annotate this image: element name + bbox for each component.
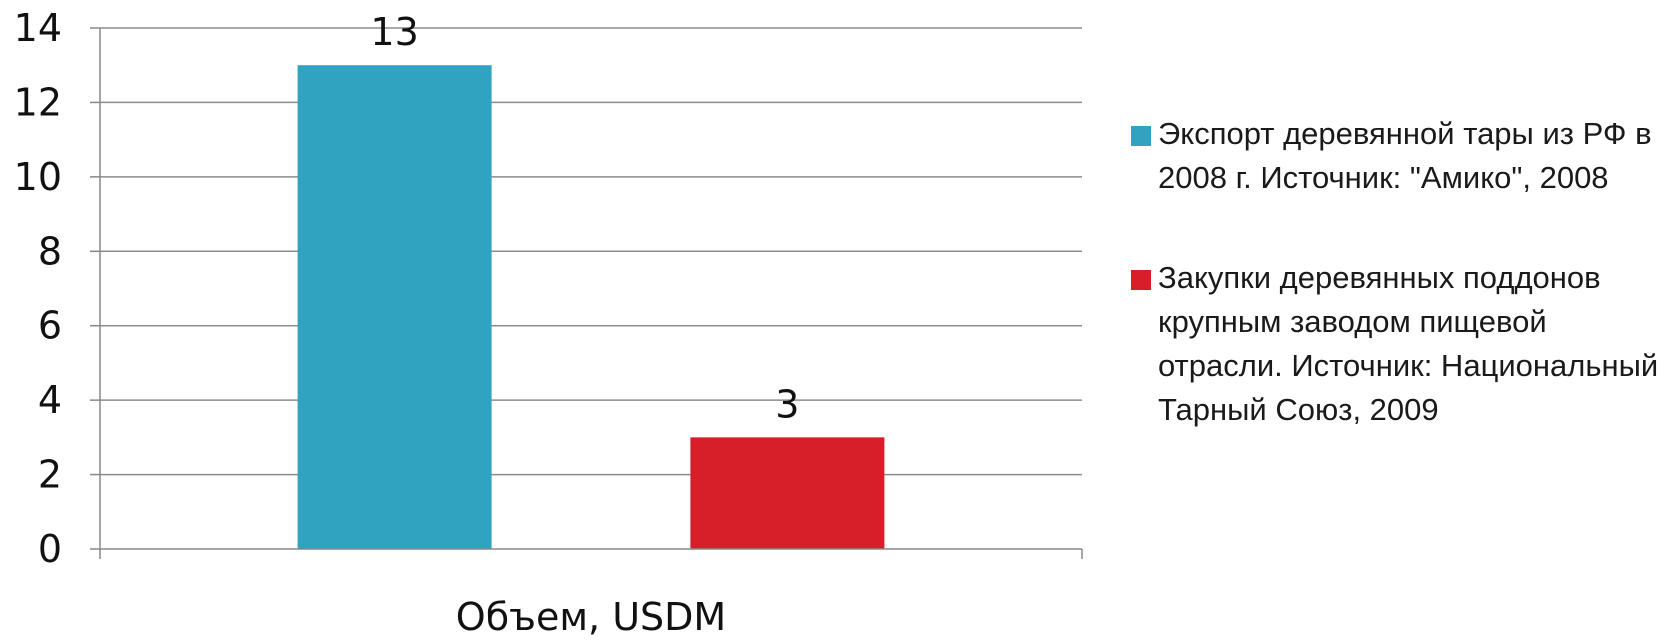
y-tick-label: 4 bbox=[38, 378, 62, 422]
y-tick-label: 8 bbox=[38, 229, 62, 273]
y-tick-label: 14 bbox=[14, 6, 62, 50]
legend-label-purchases: Закупки деревянных поддонов крупным заво… bbox=[1158, 260, 1659, 427]
legend-item-export: Экспорт деревянной тары из РФ в 2008 г. … bbox=[1128, 112, 1668, 200]
legend-item-purchases: Закупки деревянных поддонов крупным заво… bbox=[1128, 256, 1668, 432]
y-tick-label: 2 bbox=[38, 453, 62, 497]
legend-swatch-purchases bbox=[1131, 270, 1151, 290]
data-label-series-1: 13 bbox=[370, 10, 418, 54]
y-tick-label: 12 bbox=[14, 80, 62, 124]
bars bbox=[297, 65, 885, 549]
bar-series-1 bbox=[297, 65, 492, 549]
legend: Экспорт деревянной тары из РФ в 2008 г. … bbox=[1128, 112, 1668, 432]
y-tick-label: 10 bbox=[14, 155, 62, 199]
gridlines bbox=[100, 27, 1082, 476]
x-axis-category-label: Объем, USDM bbox=[456, 595, 726, 639]
legend-swatch-export bbox=[1131, 126, 1151, 146]
y-axis-ticks: 0 2 4 6 8 10 12 14 bbox=[14, 6, 100, 571]
data-label-series-2: 3 bbox=[775, 382, 799, 426]
bar-series-2 bbox=[690, 437, 885, 549]
legend-label-export: Экспорт деревянной тары из РФ в 2008 г. … bbox=[1158, 116, 1652, 195]
y-tick-label: 6 bbox=[38, 304, 62, 348]
y-tick-label: 0 bbox=[38, 527, 62, 571]
data-labels: 13 3 bbox=[370, 10, 799, 426]
